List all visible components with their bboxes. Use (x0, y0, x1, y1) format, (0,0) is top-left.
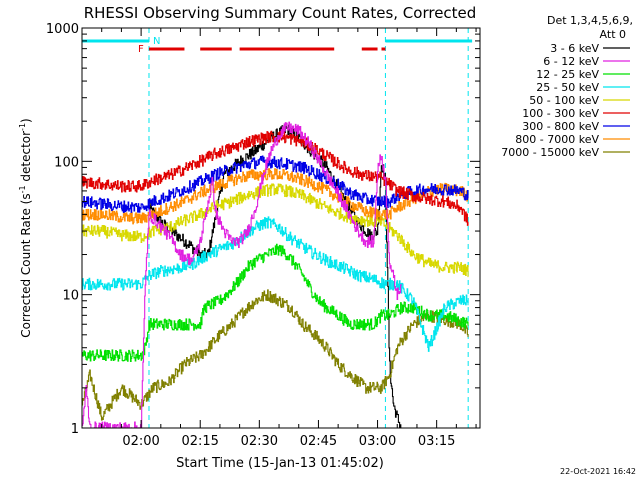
y-tick-label-2: 100 (54, 155, 79, 170)
legend-header-line-2: Att 0 (600, 28, 626, 41)
legend-label-2: 12 - 25 keV (536, 68, 599, 81)
x-tick-label-2: 02:30 (241, 434, 278, 449)
series-line-3 (82, 216, 469, 352)
x-axis-label: Start Time (15-Jan-13 01:45:02) (176, 456, 384, 471)
y-tick-label-1: 10 (62, 289, 79, 304)
x-tick-label-3: 02:45 (300, 434, 337, 449)
y-axis-label-sup-1: -1 (18, 185, 27, 193)
y-axis-label: Corrected Count Rate (s-1 detector-1) (18, 118, 33, 337)
series-line-7 (82, 168, 469, 225)
legend-label-6: 300 - 800 keV (522, 120, 599, 133)
night-flag-label: N (153, 36, 160, 47)
legend-label-4: 50 - 100 keV (529, 94, 599, 107)
chart-title: RHESSI Observing Summary Count Rates, Co… (84, 4, 477, 22)
x-tick-label-4: 03:00 (359, 434, 396, 449)
y-axis-label-part-1: Corrected Count Rate (s (19, 193, 33, 337)
x-tick-label-5: 03:15 (418, 434, 455, 449)
axes-layer: 02:00 02:15 02:30 02:45 03:00 03:15 1 10 100 1000 (46, 22, 480, 449)
legend-label-7: 800 - 7000 keV (515, 133, 599, 146)
series-line-4 (82, 183, 469, 278)
series-line-8 (82, 289, 469, 421)
legend-header-line-1: Det 1,3,4,5,6,9, (547, 14, 633, 27)
legend-label-8: 7000 - 15000 keV (501, 146, 599, 159)
flag-layer: NF (82, 28, 473, 428)
footer-timestamp: 22-Oct-2021 16:42 (560, 467, 636, 476)
y-tick-label-3: 1000 (46, 22, 79, 37)
plot-frame (81, 27, 481, 429)
y-tick-label-0: 1 (71, 422, 79, 437)
y-axis-label-part-2: detector (19, 131, 33, 186)
legend-label-3: 25 - 50 keV (536, 81, 599, 94)
x-tick-label-0: 02:00 (122, 434, 159, 449)
y-axis-label-part-3: ) (19, 118, 33, 123)
x-tick-label-1: 02:15 (181, 434, 218, 449)
legend-label-1: 6 - 12 keV (543, 55, 599, 68)
legend-label-5: 100 - 300 keV (522, 107, 599, 120)
series-line-2 (82, 243, 469, 362)
legend-label-0: 3 - 6 keV (550, 42, 599, 55)
y-axis-label-sup-2: -1 (18, 123, 27, 131)
flare-flag-label: F (138, 44, 144, 55)
